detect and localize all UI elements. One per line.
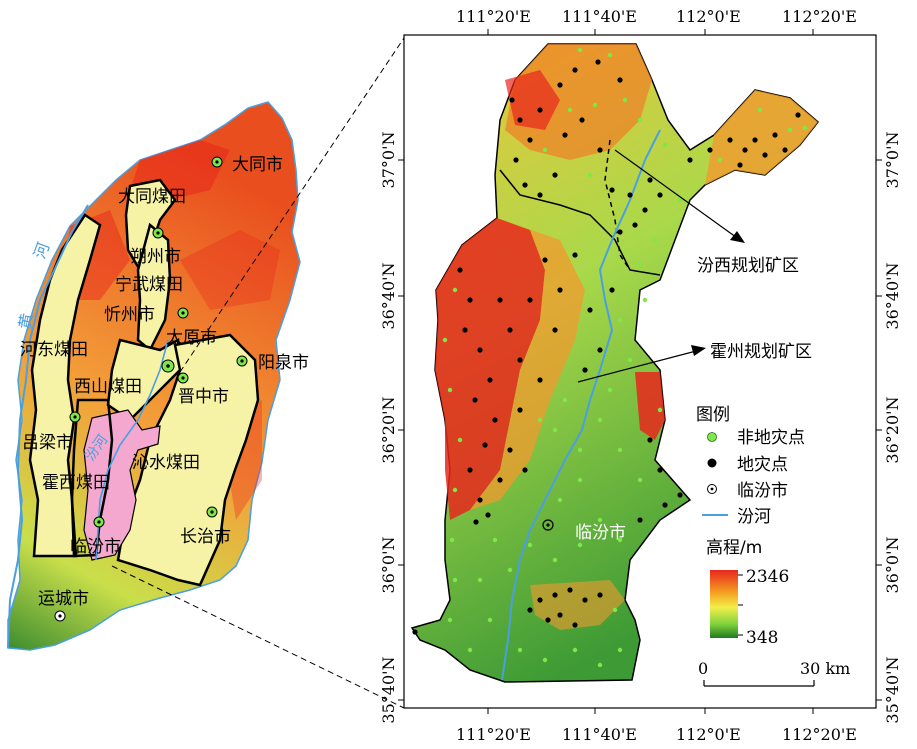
inset-map: 大同煤田 宁武煤田 河东煤田 西山煤田 沁水煤田 霍西煤田 大同市 朔州市 忻州… [7, 101, 309, 651]
connector-line-top [179, 34, 407, 373]
bottom-lon-label: 112°20'E [782, 725, 857, 744]
bottom-lon-label: 111°20'E [456, 725, 531, 744]
legend: 图例 非地灾点 地灾点 临汾市 汾河 高程/m 2346 348 0 30 km [696, 405, 850, 687]
city-marker-taiyuan [161, 359, 175, 373]
city-marker-xinzhou [177, 307, 189, 319]
elevation-min-label: 348 [746, 628, 778, 648]
label-huozhou-planning-zone: 霍州规划矿区 [710, 342, 812, 362]
relief-east-strip [635, 372, 665, 440]
label-qinshui-coal-field: 沁水煤田 [132, 453, 200, 473]
bottom-axis [487, 708, 814, 714]
left-axis [398, 159, 404, 701]
city-marker-changzhi [206, 506, 218, 518]
label-ningwu-coal-field: 宁武煤田 [115, 275, 183, 295]
label-datong-city: 大同市 [232, 155, 283, 175]
right-lat-label: 37°0'N [883, 132, 902, 189]
label-datong-coal-field: 大同煤田 [118, 187, 186, 207]
label-linfen-city-main: 临汾市 [575, 523, 626, 543]
legend-city-symbol [707, 484, 717, 494]
legend-title: 图例 [696, 405, 730, 425]
legend-river-label: 汾河 [737, 507, 771, 527]
linfen-city-marker [542, 519, 554, 531]
top-lon-label: 112°0'E [676, 7, 741, 26]
city-marker-datong [211, 156, 223, 168]
arrow-fenxi [614, 149, 741, 241]
relief-high-west [435, 218, 545, 520]
arrow-huozhou-head [691, 345, 706, 356]
bottom-lon-label: 112°0'E [676, 725, 741, 744]
label-yellow-river-1: 河 [30, 240, 53, 262]
top-lon-label: 111°40'E [562, 7, 637, 26]
label-xinzhou-city: 忻州市 [104, 305, 155, 325]
label-yuncheng-city: 运城市 [38, 589, 89, 609]
label-shuozhou-city: 朔州市 [130, 247, 181, 267]
label-xishan-coal-field: 西山煤田 [74, 377, 142, 397]
left-lat-label: 36°40'N [379, 262, 398, 329]
yellow-river [7, 204, 89, 649]
elevation-title: 高程/m [706, 538, 762, 558]
legend-city-label: 临汾市 [737, 481, 788, 501]
scale-end-label: 30 km [800, 659, 850, 678]
label-yangquan-city: 阳泉市 [258, 353, 309, 373]
label-yellow-river-2: 黄 [15, 312, 36, 331]
label-huoxi-coal-field: 霍西煤田 [42, 473, 110, 493]
top-lon-label: 112°20'E [782, 7, 857, 26]
city-marker-lvliang [69, 411, 81, 423]
legend-non-hazard-symbol [707, 432, 717, 442]
right-lat-label: 35°40'N [883, 656, 902, 723]
arrow-huozhou [577, 349, 701, 383]
left-lat-label: 36°0'N [379, 537, 398, 594]
elevation-color-bar [710, 570, 738, 638]
label-fenxi-planning-zone: 汾西规划矿区 [697, 256, 799, 276]
relief-north-red [505, 70, 560, 130]
scale-start-label: 0 [698, 659, 708, 678]
label-hedong-coal-field: 河东煤田 [20, 340, 88, 360]
top-axis [487, 29, 814, 35]
right-lat-label: 36°0'N [883, 537, 902, 594]
city-marker-yuncheng [54, 610, 66, 622]
label-taiyuan-city: 太原市 [166, 328, 217, 348]
left-lat-label: 35°40'N [379, 656, 398, 723]
relief-south [530, 580, 625, 630]
fenxi-planning-zone [499, 169, 661, 276]
arrow-fenxi-head [730, 231, 745, 243]
city-marker-linfen [93, 516, 105, 528]
bottom-lon-label: 111°40'E [562, 725, 637, 744]
city-marker-yangquan [236, 355, 248, 367]
connector-line-bottom [111, 565, 405, 709]
left-lat-label: 37°0'N [379, 132, 398, 189]
hazard-points [412, 59, 801, 635]
label-linfen-city-inset: 临汾市 [70, 537, 121, 557]
legend-non-hazard-label: 非地灾点 [737, 428, 805, 448]
relief-orange-west [470, 218, 585, 510]
city-marker-shuozhou [152, 227, 164, 239]
label-changzhi-city: 长治市 [180, 527, 231, 547]
fen-river-main [501, 129, 661, 681]
label-lvliang-city: 吕梁市 [22, 433, 73, 453]
legend-hazard-symbol [707, 458, 717, 468]
main-map: 临汾市 汾西规划矿区 霍州规划矿区 111°20'E 111°40'E 112°… [379, 7, 902, 744]
right-lat-label: 36°40'N [883, 262, 902, 329]
right-axis [876, 159, 882, 701]
city-marker-jinzhong [177, 372, 189, 384]
left-lat-label: 36°20'N [379, 396, 398, 463]
label-jinzhong-city: 晋中市 [178, 387, 229, 407]
legend-hazard-label: 地灾点 [737, 455, 788, 475]
legend-city-symbol-dot [710, 487, 714, 491]
top-lon-label: 111°20'E [456, 7, 531, 26]
fenxi-planning-zone-dash [604, 139, 631, 271]
relief-patch [180, 230, 280, 310]
non-hazard-points [442, 47, 808, 668]
elevation-max-label: 2346 [746, 567, 789, 587]
relief-northeast [705, 90, 818, 185]
right-lat-label: 36°20'N [883, 396, 902, 463]
